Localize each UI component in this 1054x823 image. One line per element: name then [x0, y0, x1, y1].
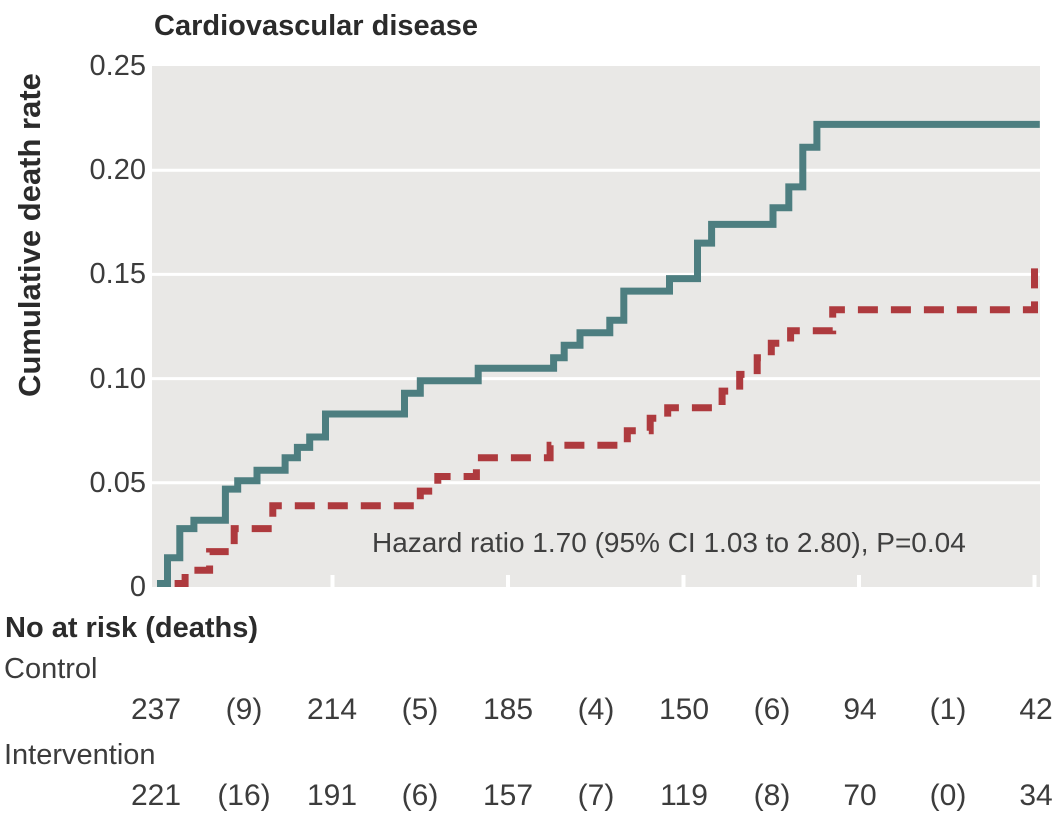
risk-row-intervention: 221 (16) 191 (6) 157 (7) 119 (8) 70 (0) …	[112, 780, 1054, 812]
risk-value: 237	[130, 693, 182, 726]
y-tick-label: 0.20	[89, 154, 146, 186]
risk-value: (0)	[929, 779, 967, 812]
plot-area	[152, 66, 1040, 587]
gridlines	[152, 168, 1040, 485]
y-tick-label: 0.10	[89, 363, 146, 395]
risk-value: 191	[306, 779, 358, 812]
risk-value: 150	[658, 693, 710, 726]
x-tick-marks	[330, 575, 1037, 587]
risk-value: (1)	[929, 693, 967, 726]
risk-row-control: 237 (9) 214 (5) 185 (4) 150 (6) 94 (1) 4…	[112, 694, 1054, 726]
risk-value: (6)	[753, 693, 791, 726]
risk-value: 221	[130, 779, 182, 812]
intervention-curve	[157, 120, 1040, 587]
risk-value: 185	[482, 693, 534, 726]
y-tick-label: 0.15	[89, 258, 146, 290]
risk-value: (7)	[577, 779, 615, 812]
plot-panel	[152, 66, 1040, 587]
risk-value: (16)	[217, 779, 271, 812]
risk-row-label-intervention: Intervention	[4, 739, 156, 771]
y-tick-label: 0.05	[89, 467, 146, 499]
risk-value: (8)	[753, 779, 791, 812]
risk-value: 94	[843, 693, 877, 726]
risk-value: 34	[1019, 779, 1053, 812]
risk-value: 42	[1019, 693, 1053, 726]
risk-value: (4)	[577, 693, 615, 726]
risk-value: (9)	[225, 693, 263, 726]
y-tick-label: 0.25	[89, 50, 146, 82]
y-tick-label: 0	[129, 571, 146, 603]
risk-value: 214	[306, 693, 358, 726]
y-axis-title: Cumulative death rate	[12, 73, 47, 397]
hazard-ratio-annotation: Hazard ratio 1.70 (95% CI 1.03 to 2.80),…	[372, 527, 966, 558]
chart-title: Cardiovascular disease	[154, 10, 479, 42]
risk-value: 119	[660, 779, 708, 812]
risk-row-label-control: Control	[4, 653, 98, 685]
risk-table-header: No at risk (deaths)	[5, 612, 258, 644]
risk-value: 70	[843, 779, 877, 812]
risk-value: (5)	[401, 693, 439, 726]
risk-value: 157	[482, 779, 534, 812]
risk-value: (6)	[401, 779, 439, 812]
